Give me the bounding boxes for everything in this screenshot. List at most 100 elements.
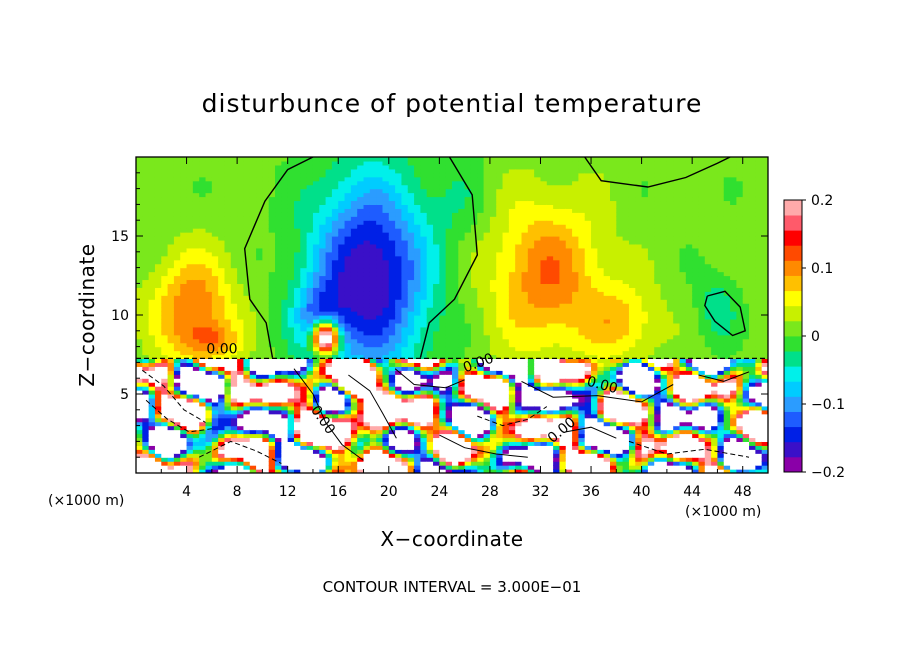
field-cell (205, 243, 213, 249)
field-cell (262, 374, 270, 379)
field-cell (401, 378, 409, 383)
field-cell (199, 184, 207, 190)
field-cell (249, 445, 257, 450)
field-cell (186, 299, 194, 304)
field-cell (527, 461, 535, 466)
field-cell (433, 378, 440, 383)
field-cell (338, 362, 346, 367)
field-cell (470, 370, 478, 375)
field-cell (445, 263, 453, 269)
field-cell (483, 303, 491, 308)
field-cell (268, 465, 276, 470)
field-cell (300, 425, 308, 431)
field-cell (211, 279, 219, 284)
field-cell (199, 445, 207, 450)
field-cell (363, 168, 371, 174)
field-cell (325, 433, 333, 439)
field-cell (148, 184, 156, 190)
field-cell (262, 358, 270, 363)
field-cell (136, 453, 143, 458)
field-cell (312, 299, 320, 304)
field-cell (369, 283, 377, 288)
field-cell (502, 176, 510, 182)
field-cell (262, 405, 270, 411)
field-cell (388, 386, 396, 391)
field-cell (325, 267, 333, 273)
field-cell (464, 311, 472, 316)
field-cell (218, 267, 226, 273)
field-cell (407, 425, 415, 431)
field-cell (287, 405, 295, 411)
field-cell (186, 247, 194, 253)
field-cell (243, 429, 251, 435)
field-cell (407, 378, 415, 383)
field-cell (395, 224, 403, 229)
field-cell (483, 421, 491, 427)
field-cell (331, 243, 339, 249)
field-cell (256, 370, 263, 375)
field-cell (275, 386, 282, 391)
field-cell (306, 326, 314, 332)
field-cell (205, 263, 213, 269)
field-cell (294, 386, 301, 391)
field-cell (294, 354, 301, 360)
field-cell (470, 228, 478, 233)
field-cell (180, 188, 188, 194)
field-cell (218, 303, 226, 308)
field-cell (489, 196, 497, 202)
field-cell (256, 382, 263, 387)
field-cell (300, 275, 308, 281)
field-cell (508, 295, 516, 300)
field-cell (136, 303, 143, 308)
field-cell (224, 390, 232, 395)
field-cell (154, 465, 162, 470)
field-cell (275, 413, 282, 419)
field-cell (382, 354, 390, 360)
field-cell (167, 441, 175, 446)
field-cell (350, 295, 358, 300)
field-cell (312, 279, 320, 284)
field-cell (161, 417, 169, 423)
field-cell (148, 346, 156, 352)
field-cell (515, 409, 523, 415)
field-cell (338, 303, 346, 308)
field-cell (268, 176, 276, 182)
field-cell (483, 295, 491, 300)
field-cell (433, 188, 440, 194)
field-cell (515, 445, 523, 450)
field-cell (262, 224, 270, 229)
field-cell (407, 394, 415, 399)
field-cell (230, 445, 238, 450)
field-cell (414, 433, 421, 439)
field-cell (287, 196, 295, 202)
field-cell (167, 322, 175, 328)
field-cell (256, 271, 263, 277)
field-cell (464, 358, 472, 363)
field-cell (376, 386, 384, 391)
field-cell (142, 322, 150, 328)
field-cell (325, 307, 333, 312)
field-cell (275, 267, 282, 273)
field-cell (508, 200, 516, 205)
field-cell (445, 362, 453, 367)
field-cell (502, 334, 510, 340)
field-cell (338, 232, 346, 237)
field-cell (287, 394, 295, 399)
field-cell (199, 200, 207, 205)
field-cell (344, 469, 352, 473)
field-cell (407, 315, 415, 320)
field-cell (180, 322, 188, 328)
field-cell (180, 196, 188, 202)
field-cell (306, 417, 314, 423)
field-cell (331, 330, 339, 336)
field-cell (515, 390, 523, 395)
field-cell (344, 208, 352, 213)
field-cell (268, 259, 276, 265)
field-cell (287, 390, 295, 395)
field-cell (243, 172, 251, 178)
field-cell (319, 421, 327, 427)
field-cell (470, 437, 478, 442)
field-cell (287, 366, 295, 371)
field-cell (199, 204, 207, 209)
field-cell (256, 291, 263, 296)
